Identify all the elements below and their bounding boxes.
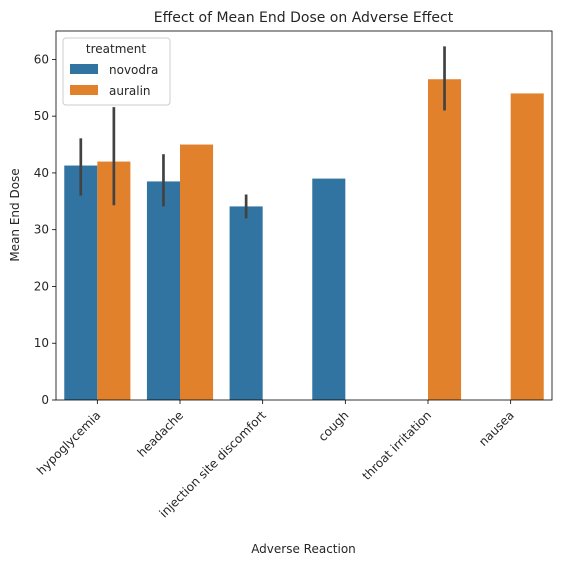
legend-swatch-auralin bbox=[70, 85, 98, 95]
bar-auralin-headache bbox=[180, 144, 214, 400]
errorbars-layer bbox=[79, 46, 446, 219]
y-tick-label: 30 bbox=[34, 223, 49, 237]
bar-auralin-throat-irritation bbox=[428, 79, 462, 400]
plot-frame bbox=[55, 30, 553, 401]
legend-label-novodra: novodra bbox=[109, 63, 158, 77]
y-tick-label: 0 bbox=[41, 393, 49, 407]
y-tick-label: 60 bbox=[34, 52, 49, 66]
bar-novodra-hypoglycemia bbox=[64, 165, 98, 400]
chart-title: Effect of Mean End Dose on Adverse Effec… bbox=[154, 10, 454, 26]
legend-label-auralin: auralin bbox=[109, 84, 151, 98]
legend-swatch-novodra bbox=[70, 64, 98, 74]
y-tick-label: 20 bbox=[34, 279, 49, 293]
bars-layer bbox=[64, 79, 544, 400]
y-tick-label: 40 bbox=[34, 166, 49, 180]
bar-novodra-headache bbox=[146, 181, 180, 400]
y-axis-label: Mean End Dose bbox=[8, 168, 22, 261]
x-axis-label: Adverse Reaction bbox=[251, 542, 356, 556]
legend-title: treatment bbox=[86, 42, 146, 56]
y-tick-label: 50 bbox=[34, 109, 49, 123]
bar-novodra-injection-site-discomfort bbox=[229, 206, 263, 400]
y-axis: 0 10 20 30 40 50 60 bbox=[34, 52, 56, 407]
bar-auralin-nausea bbox=[510, 93, 544, 400]
y-tick-label: 10 bbox=[34, 336, 49, 350]
legend: treatment novodra auralin bbox=[62, 37, 171, 106]
bar-novodra-cough bbox=[312, 178, 346, 400]
